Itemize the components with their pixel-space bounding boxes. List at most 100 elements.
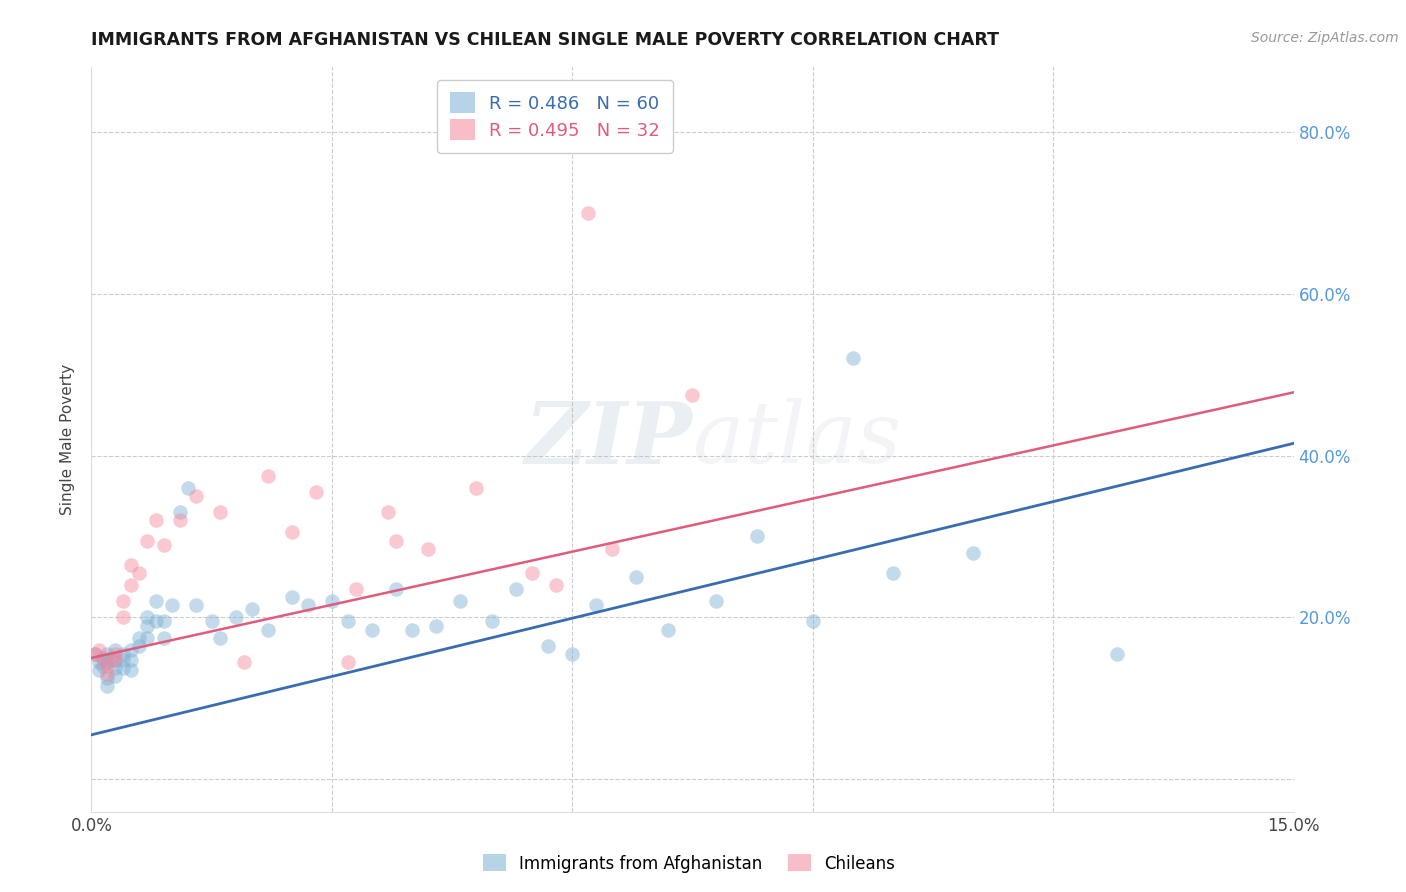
Point [336,655,359,669]
Point [96,679,118,693]
Point [112,594,135,608]
Point [96,671,118,685]
Point [281,590,304,604]
Point [256,623,278,637]
Point [602,541,624,556]
Point [176,481,198,495]
Point [401,623,423,637]
Point [93,651,115,665]
Point [585,599,607,613]
Point [297,599,319,613]
Point [481,615,503,629]
Point [136,618,159,632]
Point [84,647,107,661]
Point [546,578,568,592]
Legend: Immigrants from Afghanistan, Chileans: Immigrants from Afghanistan, Chileans [477,847,901,880]
Point [169,505,191,519]
Point [706,594,728,608]
Point [128,631,150,645]
Point [104,647,127,661]
Point [208,631,231,645]
Point [128,566,150,580]
Point [136,631,159,645]
Point [256,468,278,483]
Point [225,610,247,624]
Point [145,594,167,608]
Point [169,513,191,527]
Point [336,615,359,629]
Point [184,599,207,613]
Point [112,610,135,624]
Point [93,659,115,673]
Point [121,642,143,657]
Point [104,642,127,657]
Point [1107,647,1129,661]
Point [136,610,159,624]
Point [561,647,583,661]
Point [321,594,343,608]
Point [657,623,679,637]
Point [208,505,231,519]
Text: IMMIGRANTS FROM AFGHANISTAN VS CHILEAN SINGLE MALE POVERTY CORRELATION CHART: IMMIGRANTS FROM AFGHANISTAN VS CHILEAN S… [91,31,1000,49]
Point [96,667,118,681]
Point [201,615,224,629]
Point [360,623,382,637]
Point [681,388,703,402]
Point [100,652,122,666]
Text: atlas: atlas [692,398,901,481]
Point [145,513,167,527]
Point [576,205,599,219]
Point [96,647,118,661]
Point [465,481,488,495]
Point [112,647,135,661]
Y-axis label: Single Male Poverty: Single Male Poverty [60,364,76,515]
Point [145,615,167,629]
Point [96,659,118,673]
Point [882,566,904,580]
Point [96,655,118,669]
Point [160,599,183,613]
Point [305,484,328,499]
Point [841,351,863,366]
Point [136,533,159,548]
Point [121,652,143,666]
Point [152,615,174,629]
Point [121,558,143,572]
Point [89,663,111,677]
Point [152,631,174,645]
Point [416,541,439,556]
Legend: R = 0.486   N = 60, R = 0.495   N = 32: R = 0.486 N = 60, R = 0.495 N = 32 [437,79,672,153]
Point [104,652,127,666]
Point [377,505,399,519]
Point [626,570,648,584]
Point [801,615,824,629]
Point [505,582,527,596]
Point [93,652,115,666]
Point [232,655,254,669]
Point [121,578,143,592]
Point [281,525,304,540]
Point [152,537,174,551]
Point [962,546,984,560]
Point [240,602,263,616]
Text: ZIP: ZIP [524,398,692,481]
Point [84,647,107,661]
Point [344,582,367,596]
Point [425,618,447,632]
Point [128,639,150,653]
Point [121,663,143,677]
Point [184,489,207,503]
Point [522,566,544,580]
Point [385,582,408,596]
Point [112,660,135,674]
Point [112,652,135,666]
Point [385,533,408,548]
Text: Source: ZipAtlas.com: Source: ZipAtlas.com [1251,31,1399,45]
Point [537,639,560,653]
Point [104,652,127,666]
Point [89,642,111,657]
Point [449,594,471,608]
Point [745,529,768,543]
Point [104,660,127,674]
Point [89,655,111,669]
